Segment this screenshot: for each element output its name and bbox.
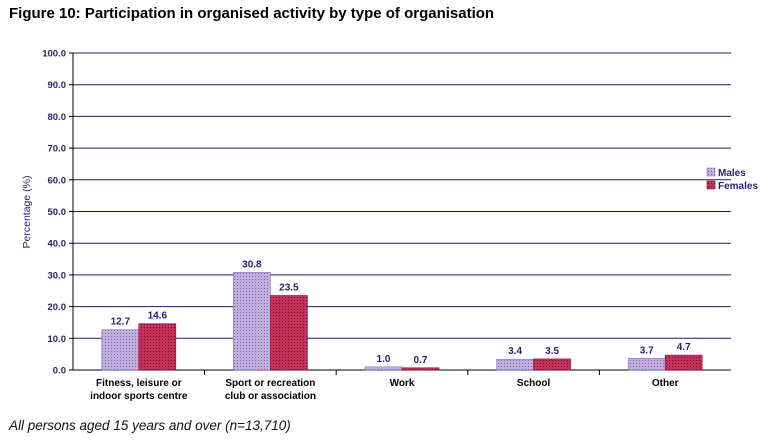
bar-females	[533, 358, 571, 371]
y-tick-label: 70.0	[48, 144, 67, 155]
legend-swatch-males	[706, 167, 716, 177]
bar-males	[627, 357, 666, 371]
x-category-line: Work	[390, 378, 415, 389]
gridlines	[69, 52, 731, 375]
data-label: 0.7	[414, 355, 428, 366]
x-category-label: Other	[652, 378, 679, 389]
data-label: 3.5	[545, 346, 559, 357]
figure-title: Figure 10: Participation in organised ac…	[9, 5, 495, 22]
y-tick-label: 100.0	[42, 49, 66, 60]
data-label: 1.0	[377, 354, 391, 365]
data-label: 30.8	[242, 259, 262, 270]
x-category-line: indoor sports centre	[90, 391, 188, 402]
x-category-line: Other	[652, 378, 679, 389]
x-category-label: Work	[390, 378, 415, 389]
y-tick-label: 80.0	[48, 112, 67, 123]
data-labels: 12.7 14.6 30.8 23.5 1.0 0.7 3.4 3.5 3.7 4.7	[111, 259, 692, 365]
x-category-label: School	[517, 378, 551, 389]
legend-swatch-females	[706, 180, 716, 190]
footnote: All persons aged 15 years and over (n=13…	[9, 418, 291, 433]
x-category-label: Fitness, leisure or indoor sports centre	[90, 378, 188, 402]
bar-females	[401, 367, 440, 371]
data-label: 4.7	[677, 342, 691, 353]
bars	[101, 272, 703, 371]
y-tick-label: 0.0	[53, 366, 66, 377]
bar-females	[138, 323, 177, 371]
data-label: 3.4	[508, 346, 522, 357]
bar-males	[233, 272, 271, 371]
y-tick-label: 20.0	[48, 302, 67, 313]
y-tick-label: 40.0	[48, 239, 67, 250]
x-category-line: Fitness, leisure or	[96, 378, 182, 389]
y-tick-label: 60.0	[48, 175, 67, 186]
y-tick-label: 30.0	[48, 270, 67, 281]
y-tick-label: 10.0	[48, 334, 67, 345]
x-category-line: School	[517, 378, 551, 389]
x-category-label: Sport or recreation club or association	[225, 378, 316, 402]
bar-males	[496, 358, 534, 371]
y-axis-ticks: 0.0 10.0 20.0 30.0 40.0 50.0 60.0 70.0 80.0 90.0 1…	[42, 49, 66, 377]
data-label: 12.7	[111, 317, 131, 328]
x-category-line: club or association	[225, 391, 316, 402]
y-tick-label: 50.0	[48, 207, 67, 218]
y-axis-label: Percentage (%)	[21, 176, 33, 249]
data-label: 23.5	[279, 283, 299, 294]
x-axis-categories: Fitness, leisure or indoor sports centre S…	[90, 378, 678, 402]
legend: Males Females	[706, 167, 758, 192]
data-label: 14.6	[148, 311, 168, 322]
x-category-line: Sport or recreation	[225, 378, 315, 389]
bar-males	[364, 366, 403, 371]
legend-label-males: Males	[718, 168, 746, 179]
bar-females	[664, 354, 703, 371]
data-label: 3.7	[640, 345, 654, 356]
bar-males	[101, 329, 140, 371]
y-tick-label: 90.0	[48, 80, 67, 91]
bar-females	[270, 295, 308, 371]
legend-label-females: Females	[718, 181, 758, 192]
